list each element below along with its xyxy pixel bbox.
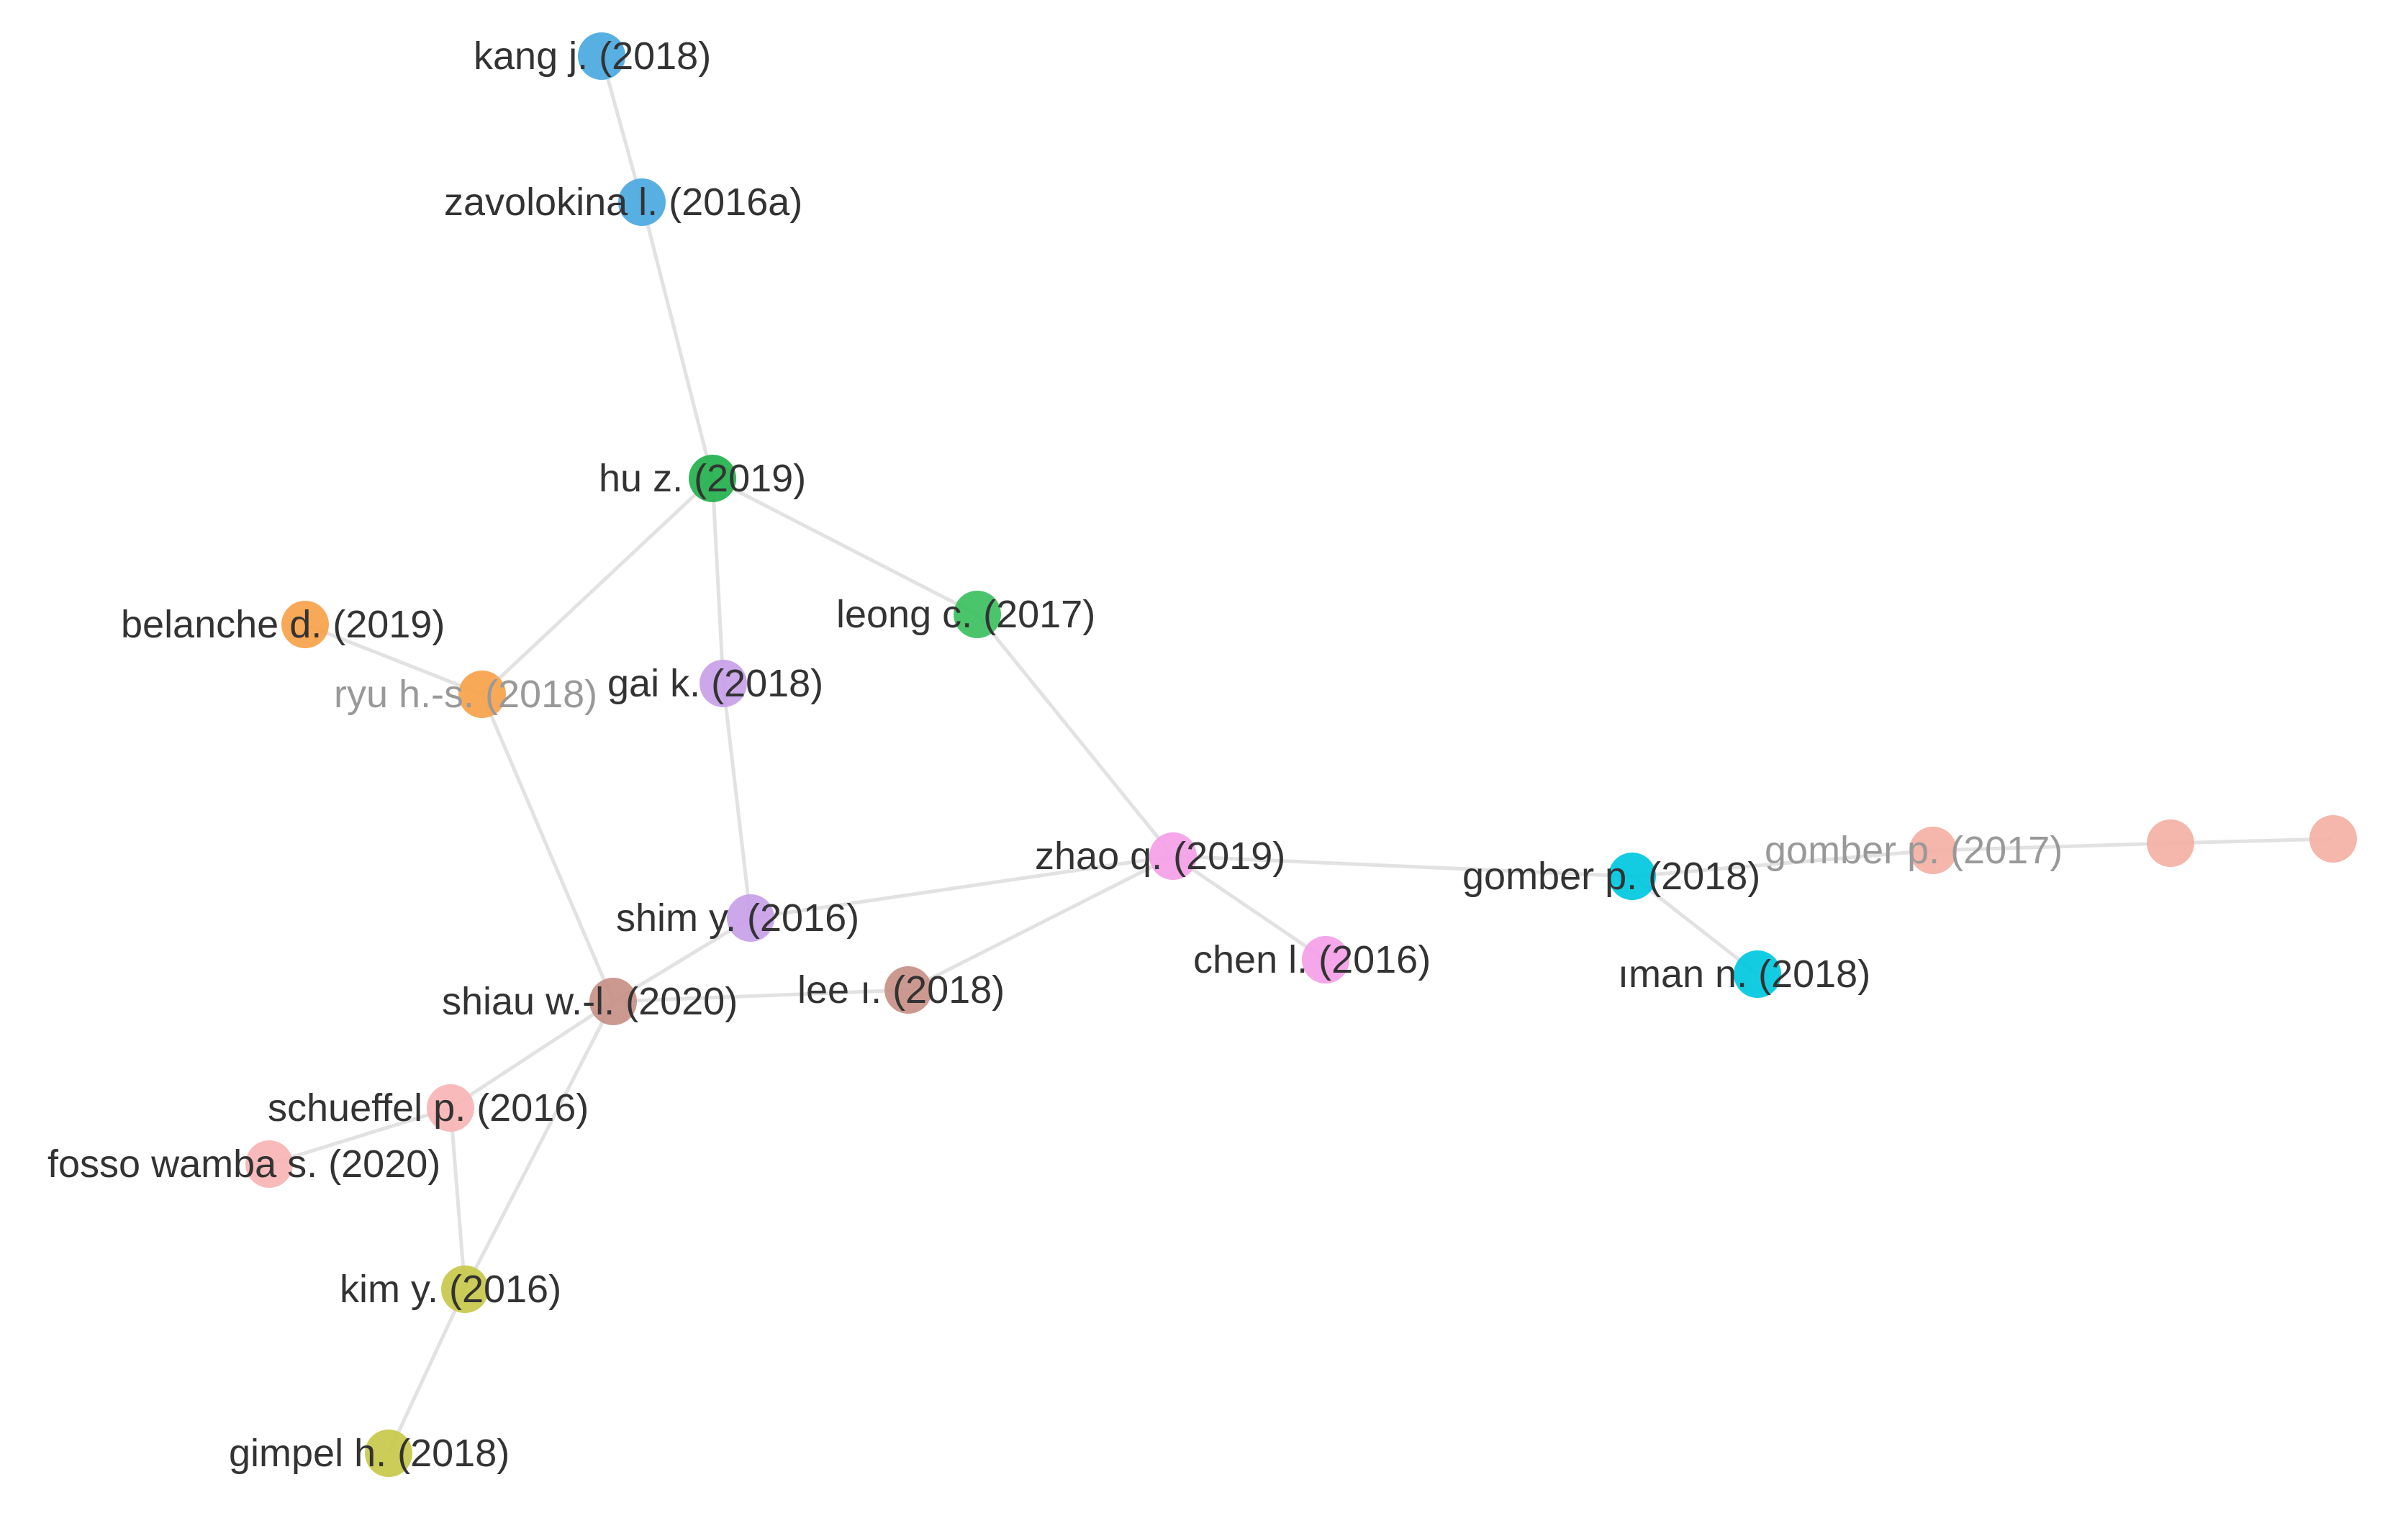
node-dot[interactable] xyxy=(1909,827,1957,874)
edge-shiau-schueffel xyxy=(449,999,615,1110)
node-chen[interactable]: chen l. (2016) xyxy=(1193,936,1431,983)
node-dot[interactable] xyxy=(1608,853,1656,900)
node-label: hu z. (2019) xyxy=(599,457,806,500)
node-leong[interactable]: leong c. (2017) xyxy=(836,591,1095,638)
edge-gomber2018-gomber2017 xyxy=(1631,848,1934,878)
node-dot[interactable] xyxy=(727,894,774,942)
node-label: zhao q. (2019) xyxy=(1035,835,1285,878)
edge-shim-shiau xyxy=(612,916,752,1004)
node-extra1[interactable] xyxy=(2147,819,2194,867)
node-label: belanche d. (2019) xyxy=(121,603,445,646)
node-label: gomber p. (2017) xyxy=(1765,829,2063,872)
edge-hu-leong xyxy=(711,476,979,617)
node-gomber2018[interactable]: gomber p. (2018) xyxy=(1462,853,1760,900)
edge-schueffel-kim xyxy=(448,1107,467,1290)
edge-schueffel-fosso xyxy=(268,1106,451,1166)
node-dot[interactable] xyxy=(589,978,637,1025)
node-zhao[interactable]: zhao q. (2019) xyxy=(1035,832,1285,880)
edge-extra1-extra2 xyxy=(2170,837,2334,845)
node-label: shiau w.-l. (2020) xyxy=(442,980,738,1023)
node-label: shim y. (2016) xyxy=(616,896,859,940)
node-gimpel[interactable]: gimpel h. (2018) xyxy=(229,1430,510,1477)
node-dot[interactable] xyxy=(427,1084,474,1132)
node-belanche[interactable]: belanche d. (2019) xyxy=(121,601,445,648)
node-label: lee ı. (2018) xyxy=(797,968,1005,1012)
node-dot[interactable] xyxy=(700,660,747,707)
node-label: fosso wamba s. (2020) xyxy=(47,1142,440,1186)
edge-leong-zhao xyxy=(976,613,1174,858)
node-dot[interactable] xyxy=(1734,950,1781,998)
edge-layer xyxy=(268,55,2334,1455)
node-label: zavolokina l. (2016a) xyxy=(444,181,802,224)
node-shiau[interactable]: shiau w.-l. (2020) xyxy=(442,978,738,1025)
edge-gai-shim xyxy=(721,683,753,919)
node-kim[interactable]: kim y. (2016) xyxy=(340,1266,561,1313)
node-schueffel[interactable]: schueffel p. (2016) xyxy=(268,1084,589,1132)
node-dot[interactable] xyxy=(441,1266,489,1313)
edge-zhao-gomber2018 xyxy=(1172,854,1633,878)
edge-zavolokina-hu xyxy=(640,201,715,479)
node-fosso[interactable]: fosso wamba s. (2020) xyxy=(47,1140,440,1188)
node-dot[interactable] xyxy=(1149,832,1197,880)
node-gai[interactable]: gai k. (2018) xyxy=(607,660,823,707)
node-label: kang j. (2018) xyxy=(474,35,711,78)
node-hu[interactable]: hu z. (2019) xyxy=(599,455,806,502)
node-dot[interactable] xyxy=(1302,936,1349,983)
node-dot[interactable] xyxy=(578,32,625,80)
node-gomber2017[interactable]: gomber p. (2017) xyxy=(1765,827,2063,874)
node-dot[interactable] xyxy=(689,455,736,502)
node-label: gimpel h. (2018) xyxy=(229,1432,510,1475)
node-dot[interactable] xyxy=(2147,819,2194,867)
edge-zhao-lee xyxy=(907,854,1174,992)
node-label: gomber p. (2018) xyxy=(1462,855,1760,898)
node-dot[interactable] xyxy=(245,1140,293,1188)
node-dot[interactable] xyxy=(954,591,1001,638)
node-label: chen l. (2016) xyxy=(1193,938,1431,981)
edge-zhao-chen xyxy=(1172,854,1327,962)
edge-gomber2018-iman xyxy=(1631,875,1759,976)
node-dot[interactable] xyxy=(281,601,329,648)
node-label: ryu h.-s. (2018) xyxy=(334,673,597,716)
node-ryu[interactable]: ryu h.-s. (2018) xyxy=(334,671,597,718)
node-label: ıman n. (2018) xyxy=(1618,953,1870,996)
edge-gomber2017-extra1 xyxy=(1932,841,2171,853)
edge-shim-zhao xyxy=(750,854,1174,920)
node-extra2[interactable] xyxy=(2309,815,2357,863)
node-label: kim y. (2016) xyxy=(340,1268,561,1311)
node-label: schueffel p. (2016) xyxy=(268,1086,589,1130)
node-dot[interactable] xyxy=(884,966,932,1014)
node-kang[interactable]: kang j. (2018) xyxy=(474,32,711,80)
node-layer: kang j. (2018) zavolokina l. (2016a) hu z.… xyxy=(47,32,2357,1477)
node-label: leong c. (2017) xyxy=(836,593,1095,636)
node-dot[interactable] xyxy=(365,1430,412,1477)
node-label: gai k. (2018) xyxy=(607,662,823,705)
node-iman[interactable]: ıman n. (2018) xyxy=(1618,950,1870,998)
node-shim[interactable]: shim y. (2016) xyxy=(616,894,859,942)
node-dot[interactable] xyxy=(458,671,506,718)
edge-shiau-kim xyxy=(463,1000,615,1291)
edge-hu-gai xyxy=(710,478,725,684)
node-dot[interactable] xyxy=(2309,815,2357,863)
edge-ryu-shiau xyxy=(480,694,615,1002)
node-zavolokina[interactable]: zavolokina l. (2016a) xyxy=(444,178,802,226)
node-lee[interactable]: lee ı. (2018) xyxy=(797,966,1005,1014)
edge-belanche-ryu xyxy=(304,622,483,696)
edge-hu-ryu xyxy=(481,477,714,696)
edge-kang-zavolokina xyxy=(599,55,644,203)
edge-kim-gimpel xyxy=(386,1288,467,1455)
edge-shiau-lee xyxy=(612,988,909,1004)
node-dot[interactable] xyxy=(618,178,666,226)
